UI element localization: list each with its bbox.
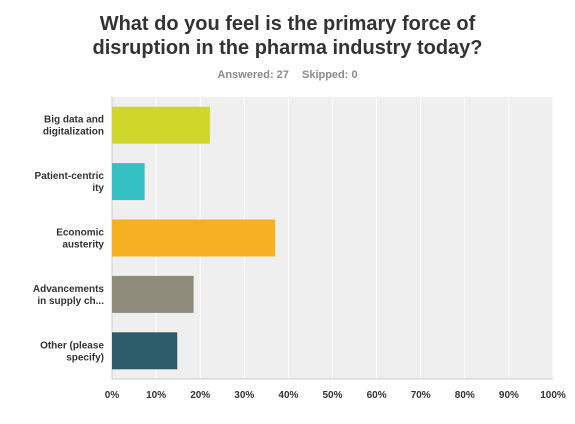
category-label: Economic bbox=[56, 228, 104, 239]
x-tick-label: 90% bbox=[499, 390, 519, 401]
x-tick-label: 10% bbox=[146, 390, 166, 401]
category-label: in supply ch... bbox=[37, 296, 104, 307]
response-stats: Answered: 27 Skipped: 0 bbox=[0, 69, 575, 81]
bar bbox=[112, 106, 210, 144]
title-line-1: What do you feel is the primary force of bbox=[99, 13, 476, 35]
category-label: austerity bbox=[62, 240, 104, 251]
x-tick-label: 80% bbox=[455, 390, 475, 401]
category-label: Advancements bbox=[33, 284, 105, 295]
category-label: specify) bbox=[66, 352, 104, 363]
x-tick-label: 50% bbox=[322, 390, 342, 401]
category-label: ity bbox=[92, 183, 104, 194]
category-label: Other (please bbox=[40, 340, 104, 351]
x-tick-label: 0% bbox=[105, 390, 120, 401]
category-label: Big data and bbox=[44, 115, 104, 126]
x-tick-label: 100% bbox=[540, 390, 566, 401]
bar bbox=[112, 332, 178, 370]
x-tick-label: 40% bbox=[278, 390, 298, 401]
bar bbox=[112, 275, 194, 313]
chart-title: What do you feel is the primary force of… bbox=[0, 12, 575, 60]
answered-count: Answered: 27 bbox=[217, 69, 289, 81]
skipped-count: Skipped: 0 bbox=[301, 69, 358, 81]
category-label: digitalization bbox=[43, 127, 104, 138]
bar bbox=[112, 163, 145, 201]
category-label: Patient-centric bbox=[35, 171, 105, 182]
x-tick-label: 30% bbox=[234, 390, 254, 401]
title-line-2: disruption in the pharma industry today? bbox=[92, 37, 483, 59]
bar bbox=[112, 219, 276, 257]
x-tick-label: 60% bbox=[367, 390, 387, 401]
x-tick-label: 20% bbox=[190, 390, 210, 401]
x-tick-label: 70% bbox=[411, 390, 431, 401]
